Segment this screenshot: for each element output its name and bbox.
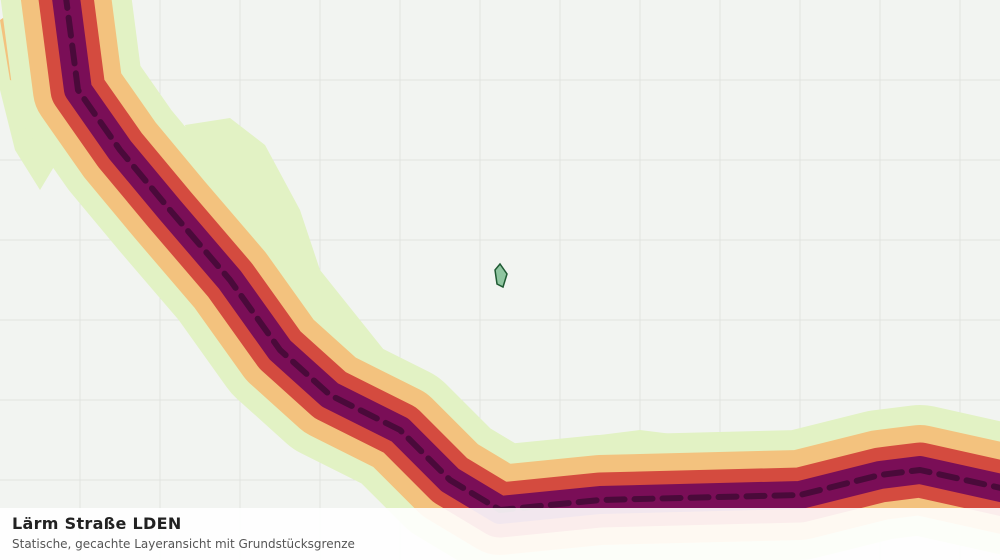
layer-title: Lärm Straße LDEN (12, 514, 182, 533)
layer-subtitle: Statische, gecachte Layeransicht mit Gru… (12, 537, 355, 551)
info-panel: Lärm Straße LDEN Statische, gecachte Lay… (0, 508, 1000, 560)
parcel-boundary (494, 262, 508, 289)
noise-band-75 (63, 0, 1000, 513)
